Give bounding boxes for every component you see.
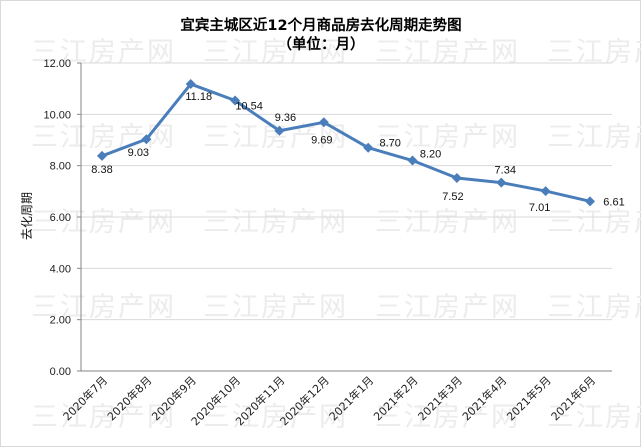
chart-subtitle: （单位：月） <box>278 35 365 53</box>
data-point-marker <box>540 186 551 197</box>
chart-title: 宜宾主城区近12个月商品房去化周期走势图 <box>180 16 461 34</box>
y-axis-label: 去化周期 <box>20 192 34 240</box>
data-point-marker <box>318 117 329 128</box>
watermark-text: 三江房产网 <box>31 292 176 323</box>
data-point-marker <box>141 134 152 145</box>
watermark-text: 三江房产网 <box>31 122 176 153</box>
data-label: 9.69 <box>311 134 332 146</box>
data-label: 8.70 <box>379 138 400 150</box>
data-point-marker <box>363 142 374 153</box>
watermark-text: 三江房产网 <box>203 402 348 433</box>
data-label: 9.03 <box>128 147 149 159</box>
y-tick-label: 4.00 <box>50 263 71 275</box>
data-point-marker <box>185 79 196 90</box>
watermark-text: 三江房产网 <box>547 207 641 238</box>
gridlines <box>81 62 612 321</box>
watermark-text: 三江房产网 <box>547 122 641 153</box>
data-label: 7.01 <box>529 202 550 214</box>
watermark-text: 三江房产网 <box>203 207 348 238</box>
watermark-layer: 三江房产网三江房产网三江房产网三江房产网三江房产网三江房产网三江房产网三江房产网… <box>31 37 641 433</box>
data-label: 7.34 <box>495 165 516 177</box>
data-label: 8.20 <box>420 149 441 161</box>
data-label: 6.61 <box>603 196 624 208</box>
watermark-text: 三江房产网 <box>547 402 641 433</box>
data-label: 7.52 <box>442 191 463 203</box>
watermark-text: 三江房产网 <box>375 207 520 238</box>
data-point-marker <box>496 177 507 188</box>
data-label: 10.54 <box>235 100 263 112</box>
watermark-text: 三江房产网 <box>31 207 176 238</box>
data-label: 9.36 <box>275 112 296 124</box>
data-point-marker <box>97 150 107 161</box>
y-tick-label: 0.00 <box>50 366 71 378</box>
series-line <box>101 82 591 203</box>
y-tick-label: 10.00 <box>43 109 71 121</box>
x-tick-label: 2021年1月 <box>326 373 376 423</box>
y-tick-label: 2.00 <box>50 315 71 327</box>
watermark-text: 三江房产网 <box>375 122 520 153</box>
data-point-marker <box>585 196 595 207</box>
y-tick-label: 8.00 <box>50 161 71 173</box>
watermark-text: 三江房产网 <box>375 292 520 323</box>
watermark-text: 三江房产网 <box>203 292 348 323</box>
data-label: 8.38 <box>91 164 112 176</box>
y-tick-label: 12.00 <box>43 58 71 70</box>
data-point-marker <box>407 155 418 166</box>
watermark-text: 三江房产网 <box>31 402 176 433</box>
watermark-text: 三江房产网 <box>375 402 520 433</box>
watermark-text: 三江房产网 <box>547 292 641 323</box>
data-point-marker <box>451 172 462 183</box>
data-labels: 8.38 9.03 11.18 10.54 9.36 9.69 8.70 8.20 7.52 7.… <box>91 91 624 214</box>
data-label: 11.18 <box>185 91 212 103</box>
y-tick-label: 6.00 <box>50 212 71 224</box>
data-point-marker <box>230 95 241 106</box>
y-axis-ticks: 0.00 2.00 4.00 6.00 8.00 10.00 12.00 <box>43 58 81 378</box>
series-markers <box>97 79 595 207</box>
